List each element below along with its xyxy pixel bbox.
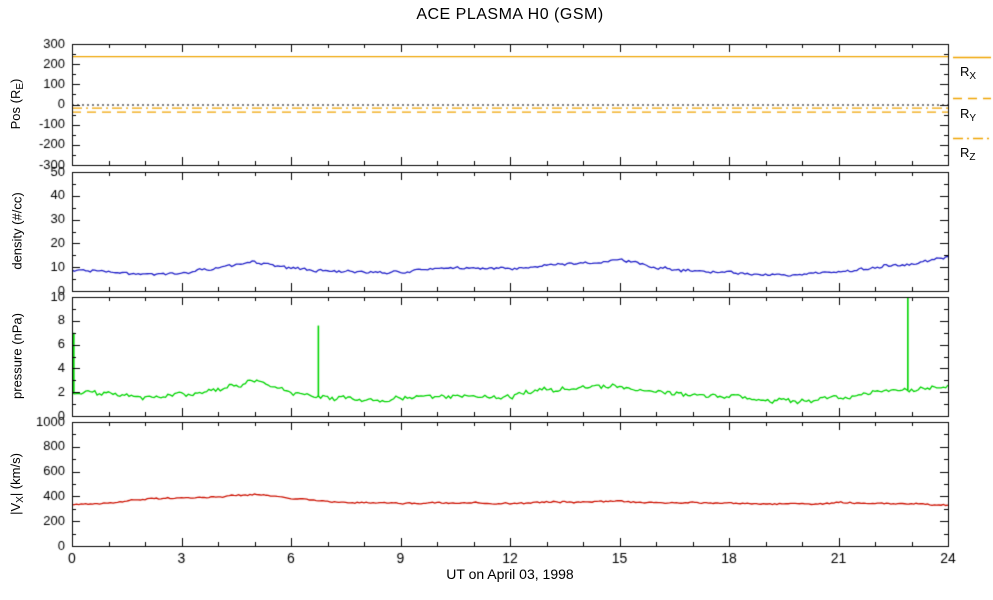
y-axis-label-pos-post: ) <box>8 78 23 83</box>
y-axis-label-velocity: |VX| (km/s) <box>8 453 26 515</box>
legend-rx-text: R <box>960 64 970 79</box>
legend-rz-text: R <box>960 145 970 160</box>
y-axis-label-pos-text: Pos (R <box>8 89 23 130</box>
chart-title: ACE PLASMA H0 (GSM) <box>416 6 604 23</box>
legend-label-ry: RY <box>960 106 976 124</box>
x-axis-label: UT on April 03, 1998 <box>446 566 574 582</box>
y-axis-label-velocity-post: | (km/s) <box>8 453 23 497</box>
legend-rx-sub: X <box>969 71 977 82</box>
y-axis-label-pressure: pressure (nPa) <box>9 313 25 399</box>
y-axis-label-pos-sub: E <box>15 82 26 90</box>
legend-rz-sub: Z <box>969 152 976 163</box>
y-axis-label-density: density (#/cc) <box>9 192 25 270</box>
legend-label-rx: RX <box>960 64 976 82</box>
y-axis-label-pos: Pos (RE) <box>8 79 26 130</box>
legend-ry-sub: Y <box>969 113 977 124</box>
y-axis-label-velocity-text: |V <box>8 502 23 515</box>
y-axis-label-velocity-sub: X <box>15 496 26 503</box>
legend-ry-text: R <box>960 106 970 121</box>
legend-label-rz: RZ <box>960 145 976 163</box>
